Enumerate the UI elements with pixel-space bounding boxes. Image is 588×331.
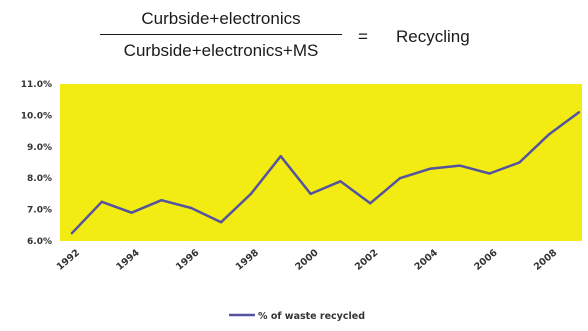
data-point bbox=[219, 221, 223, 224]
data-point bbox=[577, 111, 581, 114]
data-point bbox=[428, 167, 432, 170]
x-tick-label: 1992 bbox=[55, 247, 82, 272]
data-point bbox=[249, 192, 253, 196]
data-point bbox=[458, 164, 461, 167]
formula-numerator: Curbside+electronics bbox=[141, 9, 301, 28]
data-point bbox=[309, 192, 312, 196]
x-axis-tick-labels: 1992 1994 1996 1998 2000 2002 2004 2006 2008 bbox=[55, 247, 560, 273]
recycling-formula: Curbside+electronics Curbside+electronic… bbox=[100, 6, 520, 66]
y-tick-label: 10.0% bbox=[21, 111, 52, 121]
plot-area bbox=[60, 84, 582, 241]
x-tick-label: 2000 bbox=[293, 247, 321, 273]
data-point bbox=[518, 161, 521, 164]
data-point bbox=[339, 180, 342, 183]
series-line bbox=[70, 111, 580, 235]
x-tick-label: 2006 bbox=[472, 247, 500, 273]
chart-legend: % of waste recycled bbox=[229, 311, 365, 322]
data-point bbox=[488, 172, 491, 175]
legend-label: % of waste recycled bbox=[258, 311, 365, 322]
data-point bbox=[548, 133, 551, 136]
data-point bbox=[190, 206, 193, 210]
data-point bbox=[100, 200, 104, 203]
data-point bbox=[369, 202, 372, 205]
data-point bbox=[70, 232, 74, 235]
data-point bbox=[279, 155, 282, 158]
x-tick-label: 2004 bbox=[413, 247, 441, 273]
y-tick-label: 7.0% bbox=[27, 206, 52, 216]
x-tick-label: 2002 bbox=[353, 247, 380, 272]
formula-result: Recycling bbox=[396, 27, 470, 46]
y-tick-label: 8.0% bbox=[27, 174, 52, 184]
y-tick-label: 9.0% bbox=[27, 143, 52, 153]
formula-denominator: Curbside+electronics+MS bbox=[123, 41, 319, 60]
formula-equals-sign: = bbox=[358, 27, 368, 46]
x-tick-label: 2008 bbox=[532, 247, 560, 273]
y-axis-tick-labels: 11.0% 10.0% 9.0% 8.0% 7.0% 6.0% bbox=[21, 80, 52, 247]
x-tick-label: 1996 bbox=[174, 247, 202, 273]
data-point bbox=[160, 199, 163, 202]
series-lines bbox=[70, 111, 581, 235]
x-tick-label: 1998 bbox=[234, 247, 262, 273]
y-tick-label: 6.0% bbox=[27, 237, 52, 247]
data-point bbox=[130, 211, 133, 214]
x-tick-label: 1994 bbox=[114, 247, 142, 273]
formula-fraction: Curbside+electronics Curbside+electronic… bbox=[100, 6, 342, 62]
fraction-bar bbox=[100, 34, 342, 35]
data-point bbox=[398, 177, 402, 180]
y-tick-label: 11.0% bbox=[21, 80, 52, 90]
